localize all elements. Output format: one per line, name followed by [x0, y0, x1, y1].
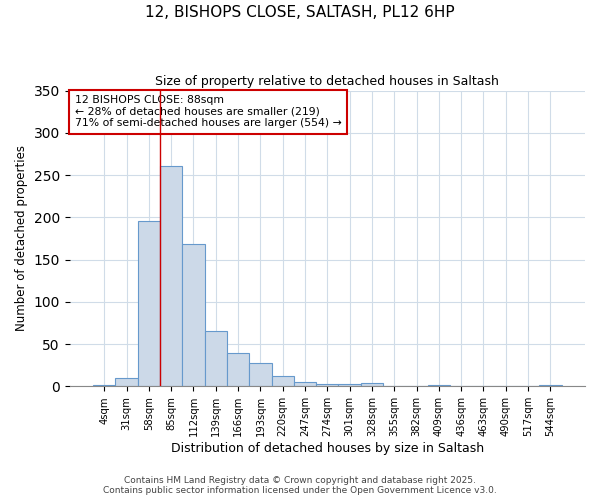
Bar: [294, 382, 316, 386]
Bar: [316, 384, 338, 386]
Title: Size of property relative to detached houses in Saltash: Size of property relative to detached ho…: [155, 75, 499, 88]
Bar: [205, 332, 227, 386]
Bar: [93, 384, 115, 386]
Bar: [182, 244, 205, 386]
Text: Contains HM Land Registry data © Crown copyright and database right 2025.
Contai: Contains HM Land Registry data © Crown c…: [103, 476, 497, 495]
Bar: [428, 384, 450, 386]
X-axis label: Distribution of detached houses by size in Saltash: Distribution of detached houses by size …: [171, 442, 484, 455]
Bar: [249, 362, 272, 386]
Bar: [137, 220, 160, 386]
Bar: [539, 384, 562, 386]
Bar: [160, 166, 182, 386]
Y-axis label: Number of detached properties: Number of detached properties: [15, 146, 28, 332]
Bar: [115, 378, 137, 386]
Bar: [272, 376, 294, 386]
Text: 12 BISHOPS CLOSE: 88sqm
← 28% of detached houses are smaller (219)
71% of semi-d: 12 BISHOPS CLOSE: 88sqm ← 28% of detache…: [75, 95, 341, 128]
Bar: [338, 384, 361, 386]
Bar: [361, 383, 383, 386]
Bar: [227, 352, 249, 386]
Text: 12, BISHOPS CLOSE, SALTASH, PL12 6HP: 12, BISHOPS CLOSE, SALTASH, PL12 6HP: [145, 5, 455, 20]
